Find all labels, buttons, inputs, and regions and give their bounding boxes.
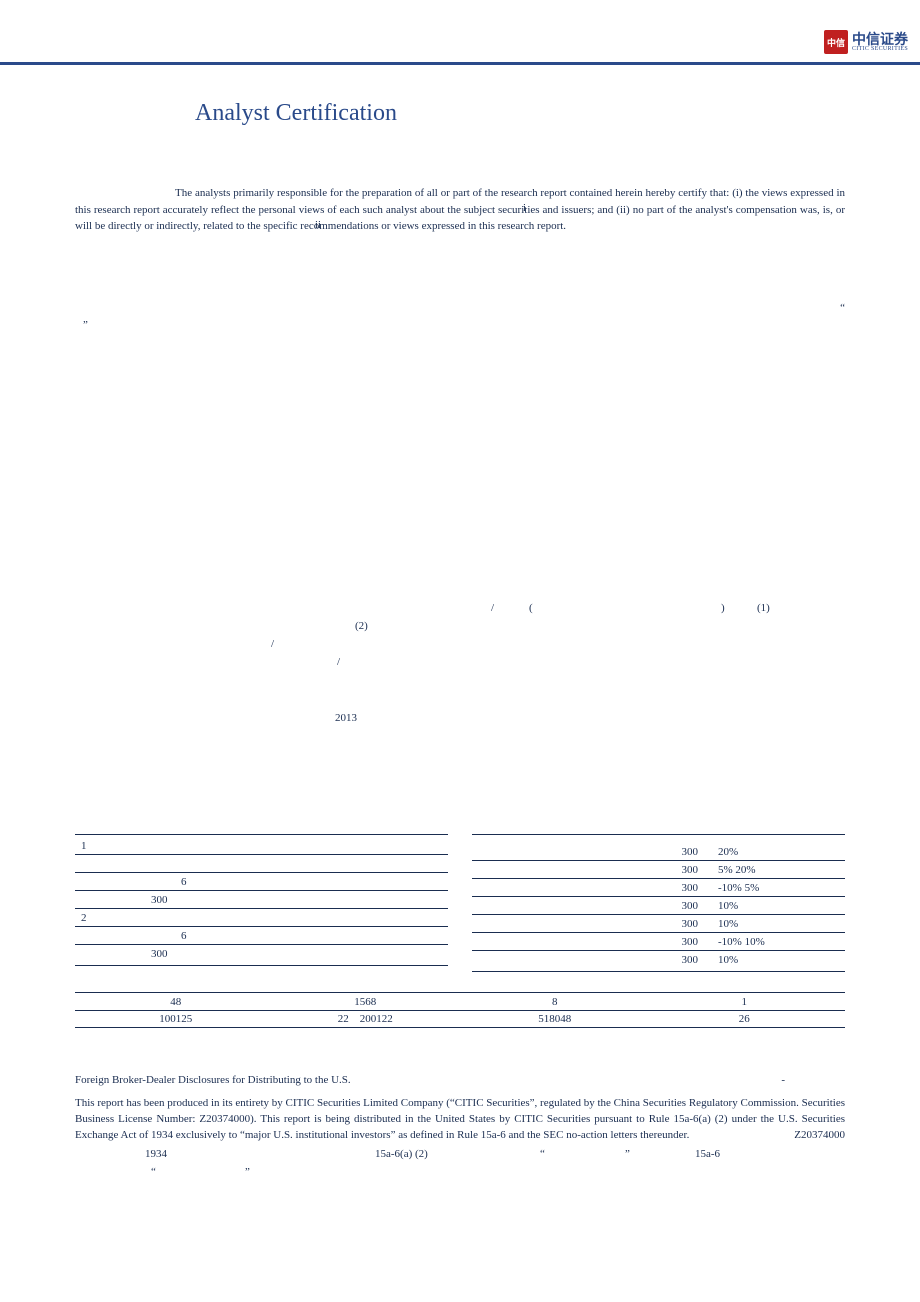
left-ratings-table: 1 6 300 2 6 300 — [75, 832, 448, 974]
cell: -10% 5% — [718, 882, 808, 894]
logo-badge-icon: 中信 — [824, 30, 848, 54]
address-table: 48 1568 8 1 100125 22 200122 518048 26 — [75, 992, 845, 1028]
cell: 518048 — [460, 1013, 650, 1025]
cell: 10% — [718, 900, 808, 912]
year-text: 2013 — [335, 712, 357, 724]
close-quote-mark: ” — [83, 319, 88, 331]
float-oq: “ — [540, 1146, 545, 1164]
table-rule — [472, 971, 845, 972]
certification-paragraph: The analysts primarily responsible for t… — [75, 185, 845, 235]
cell: 1 — [81, 840, 131, 852]
disclosure-title-text: Foreign Broker-Dealer Disclosures for Di… — [75, 1074, 351, 1086]
cell: 300 — [628, 900, 718, 912]
cell: 300 — [628, 846, 718, 858]
marker-ii: ii — [315, 219, 321, 231]
cell: 48 — [81, 996, 271, 1008]
disclosure-floats: 1934 15a-6(a) (2) “ ” 15a-6 “ ” — [75, 1146, 845, 1182]
disclosure-title: Foreign Broker-Dealer Disclosures for Di… — [75, 1074, 845, 1086]
cell: 8 — [460, 996, 650, 1008]
cell: 300 — [131, 894, 442, 906]
open-quote-mark: “ — [840, 302, 845, 314]
cell: 10% — [718, 918, 808, 930]
cell: 300 — [628, 936, 718, 948]
cell: 1 — [650, 996, 840, 1008]
cell: 2 — [81, 912, 131, 924]
float-cq2: ” — [245, 1164, 250, 1182]
cell: 300 — [628, 918, 718, 930]
table-rule — [75, 965, 448, 966]
cell: -10% 10% — [718, 936, 808, 948]
page-content: Analyst Certification i ii The analysts … — [75, 100, 845, 245]
float-15a6: 15a-6 — [695, 1146, 720, 1164]
logo-text: 中信证券 CITIC SECURITIES — [852, 32, 908, 52]
page-title: Analyst Certification — [195, 100, 845, 127]
float-oq2: “ — [151, 1164, 156, 1182]
logo-cn: 中信证券 — [852, 32, 908, 46]
cell: 6 — [131, 876, 442, 888]
cell: 300 — [628, 882, 718, 894]
disclosure-body-text: This report has been produced in its ent… — [75, 1097, 845, 1141]
cell: 300 — [131, 948, 442, 960]
disclosure-trail-license: Z20374000 — [794, 1128, 845, 1144]
disclosure-body: This report has been produced in its ent… — [75, 1096, 845, 1144]
cell: 300 — [628, 864, 718, 876]
logo-en: CITIC SECURITIES — [852, 46, 908, 52]
cell: 26 — [650, 1013, 840, 1025]
cell: 20% — [718, 846, 808, 858]
right-ratings-table: 30020% 3005% 20% 300-10% 5% 30010% 30010… — [472, 832, 845, 974]
table-rule — [472, 834, 845, 835]
cell: 1568 — [271, 996, 461, 1008]
cell: 10% — [718, 954, 808, 966]
cell: 6 — [131, 930, 442, 942]
float-rule: 15a-6(a) (2) — [375, 1146, 428, 1164]
ratings-tables: 1 6 300 2 6 300 30020% 3005% 20% 300-10%… — [75, 832, 845, 1028]
cell: 5% 20% — [718, 864, 808, 876]
cell: 22 200122 — [271, 1013, 461, 1025]
cell: 300 — [628, 954, 718, 966]
float-cq: ” — [625, 1146, 630, 1164]
float-1934: 1934 — [145, 1146, 167, 1164]
us-disclosure-section: Foreign Broker-Dealer Disclosures for Di… — [75, 1074, 845, 1182]
table-rule — [75, 834, 448, 835]
disclosure-dash: - — [781, 1074, 785, 1086]
brand-logo: 中信 中信证券 CITIC SECURITIES — [824, 30, 908, 54]
sym-slash3: / — [337, 652, 340, 673]
page-header: 中信 中信证券 CITIC SECURITIES — [0, 0, 920, 65]
cell: 100125 — [81, 1013, 271, 1025]
mid-symbols-block: / ( ) (1) (2) / / — [75, 598, 845, 670]
marker-i: i — [523, 202, 526, 214]
